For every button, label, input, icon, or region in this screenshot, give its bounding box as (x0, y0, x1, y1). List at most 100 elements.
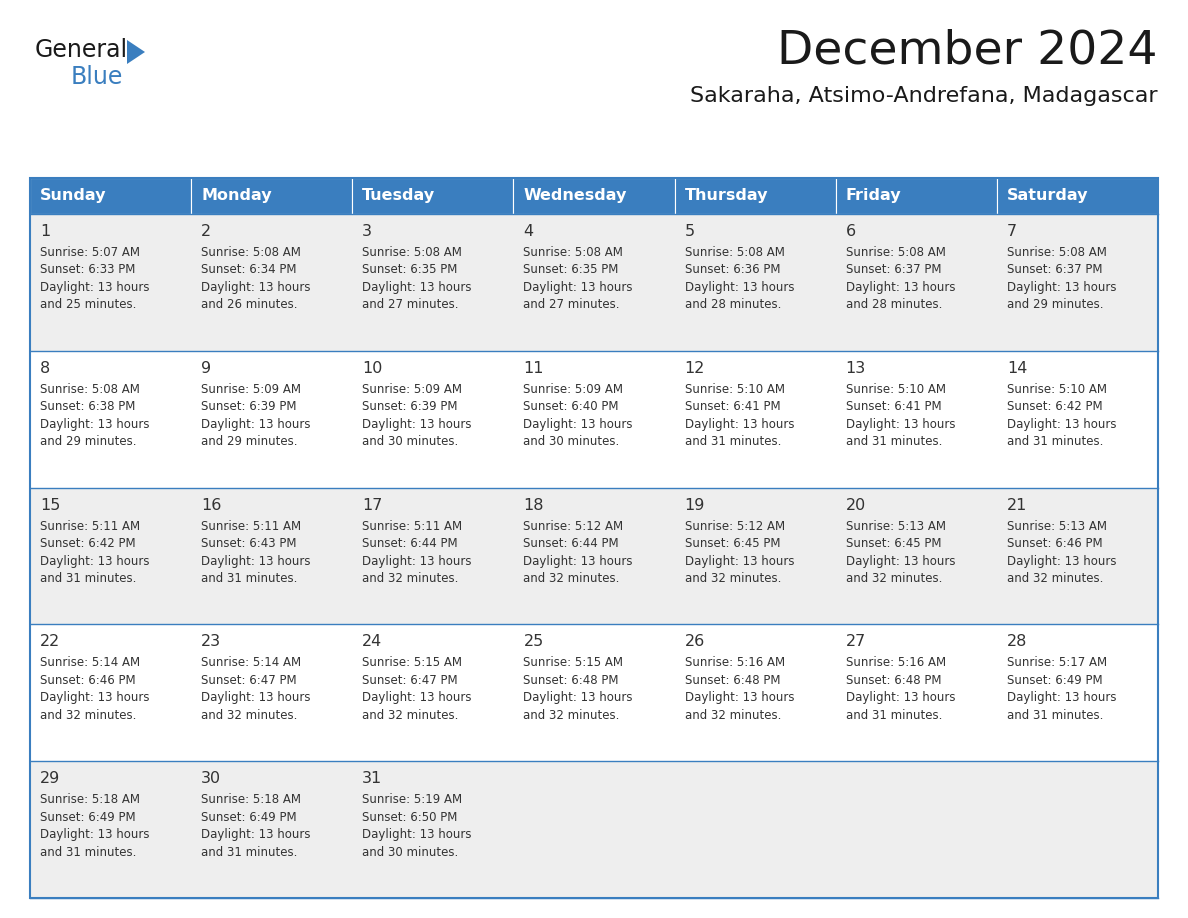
Text: 30: 30 (201, 771, 221, 786)
Text: 6: 6 (846, 224, 855, 239)
Text: Sunrise: 5:10 AM: Sunrise: 5:10 AM (684, 383, 784, 396)
Text: Daylight: 13 hours: Daylight: 13 hours (684, 281, 794, 294)
Text: Sunset: 6:45 PM: Sunset: 6:45 PM (684, 537, 781, 550)
Text: Sunset: 6:43 PM: Sunset: 6:43 PM (201, 537, 297, 550)
Text: Daylight: 13 hours: Daylight: 13 hours (362, 281, 472, 294)
Text: Daylight: 13 hours: Daylight: 13 hours (201, 281, 310, 294)
Text: Sunrise: 5:09 AM: Sunrise: 5:09 AM (201, 383, 301, 396)
Text: Sakaraha, Atsimo-Andrefana, Madagascar: Sakaraha, Atsimo-Andrefana, Madagascar (690, 86, 1158, 106)
Text: Sunrise: 5:11 AM: Sunrise: 5:11 AM (362, 520, 462, 532)
Text: Sunrise: 5:19 AM: Sunrise: 5:19 AM (362, 793, 462, 806)
Text: Daylight: 13 hours: Daylight: 13 hours (201, 554, 310, 567)
Text: Thursday: Thursday (684, 188, 769, 203)
Text: Sunset: 6:41 PM: Sunset: 6:41 PM (846, 400, 941, 413)
Text: Sunrise: 5:08 AM: Sunrise: 5:08 AM (362, 246, 462, 259)
Text: Sunset: 6:36 PM: Sunset: 6:36 PM (684, 263, 781, 276)
Text: Daylight: 13 hours: Daylight: 13 hours (684, 554, 794, 567)
Text: Daylight: 13 hours: Daylight: 13 hours (1007, 691, 1117, 704)
Text: Sunday: Sunday (40, 188, 107, 203)
Text: and 32 minutes.: and 32 minutes. (684, 709, 781, 722)
Text: and 31 minutes.: and 31 minutes. (1007, 435, 1104, 448)
Text: Sunset: 6:33 PM: Sunset: 6:33 PM (40, 263, 135, 276)
Text: 11: 11 (524, 361, 544, 375)
Text: and 30 minutes.: and 30 minutes. (362, 845, 459, 858)
Text: Daylight: 13 hours: Daylight: 13 hours (846, 418, 955, 431)
Text: 9: 9 (201, 361, 211, 375)
Text: Sunset: 6:40 PM: Sunset: 6:40 PM (524, 400, 619, 413)
Text: Sunrise: 5:18 AM: Sunrise: 5:18 AM (40, 793, 140, 806)
Text: Sunrise: 5:11 AM: Sunrise: 5:11 AM (40, 520, 140, 532)
Text: Daylight: 13 hours: Daylight: 13 hours (201, 418, 310, 431)
Text: Wednesday: Wednesday (524, 188, 627, 203)
Text: and 31 minutes.: and 31 minutes. (846, 435, 942, 448)
Text: 26: 26 (684, 634, 704, 649)
Text: Sunrise: 5:11 AM: Sunrise: 5:11 AM (201, 520, 302, 532)
Text: 25: 25 (524, 634, 544, 649)
Text: Sunrise: 5:15 AM: Sunrise: 5:15 AM (362, 656, 462, 669)
Text: and 32 minutes.: and 32 minutes. (846, 572, 942, 585)
Text: Sunset: 6:38 PM: Sunset: 6:38 PM (40, 400, 135, 413)
Text: Sunset: 6:35 PM: Sunset: 6:35 PM (524, 263, 619, 276)
Text: Sunset: 6:49 PM: Sunset: 6:49 PM (40, 811, 135, 823)
Text: Sunset: 6:34 PM: Sunset: 6:34 PM (201, 263, 297, 276)
Text: and 31 minutes.: and 31 minutes. (1007, 709, 1104, 722)
Text: Sunset: 6:47 PM: Sunset: 6:47 PM (201, 674, 297, 687)
Text: Sunrise: 5:16 AM: Sunrise: 5:16 AM (846, 656, 946, 669)
Text: Daylight: 13 hours: Daylight: 13 hours (684, 691, 794, 704)
Text: Sunset: 6:49 PM: Sunset: 6:49 PM (201, 811, 297, 823)
Text: Tuesday: Tuesday (362, 188, 436, 203)
Text: Sunrise: 5:08 AM: Sunrise: 5:08 AM (684, 246, 784, 259)
Text: Daylight: 13 hours: Daylight: 13 hours (524, 554, 633, 567)
Text: Sunrise: 5:14 AM: Sunrise: 5:14 AM (40, 656, 140, 669)
Text: Sunrise: 5:13 AM: Sunrise: 5:13 AM (846, 520, 946, 532)
Bar (30, 214, 1158, 351)
Text: General: General (34, 38, 128, 62)
Text: Sunrise: 5:10 AM: Sunrise: 5:10 AM (846, 383, 946, 396)
Text: and 32 minutes.: and 32 minutes. (1007, 572, 1104, 585)
Text: Daylight: 13 hours: Daylight: 13 hours (40, 418, 150, 431)
Bar (191, 178, 353, 214)
Text: and 32 minutes.: and 32 minutes. (524, 572, 620, 585)
Text: 7: 7 (1007, 224, 1017, 239)
Text: and 27 minutes.: and 27 minutes. (362, 298, 459, 311)
Bar (30, 487, 1158, 624)
Text: Sunrise: 5:12 AM: Sunrise: 5:12 AM (684, 520, 785, 532)
Text: Sunset: 6:44 PM: Sunset: 6:44 PM (362, 537, 457, 550)
Text: Sunrise: 5:09 AM: Sunrise: 5:09 AM (362, 383, 462, 396)
Bar (30, 351, 1158, 487)
Text: 17: 17 (362, 498, 383, 512)
Text: Blue: Blue (71, 65, 124, 89)
Text: Sunrise: 5:18 AM: Sunrise: 5:18 AM (201, 793, 301, 806)
Text: 2: 2 (201, 224, 211, 239)
Text: and 31 minutes.: and 31 minutes. (40, 845, 137, 858)
Polygon shape (127, 40, 145, 64)
Text: Sunset: 6:49 PM: Sunset: 6:49 PM (1007, 674, 1102, 687)
Text: Sunset: 6:48 PM: Sunset: 6:48 PM (524, 674, 619, 687)
Text: and 32 minutes.: and 32 minutes. (524, 709, 620, 722)
Text: Daylight: 13 hours: Daylight: 13 hours (1007, 418, 1117, 431)
Text: and 29 minutes.: and 29 minutes. (201, 435, 298, 448)
Text: Daylight: 13 hours: Daylight: 13 hours (362, 554, 472, 567)
Text: Sunset: 6:47 PM: Sunset: 6:47 PM (362, 674, 457, 687)
Text: and 26 minutes.: and 26 minutes. (201, 298, 298, 311)
Text: and 31 minutes.: and 31 minutes. (846, 709, 942, 722)
Text: Sunset: 6:50 PM: Sunset: 6:50 PM (362, 811, 457, 823)
Bar (997, 178, 1158, 214)
Text: Sunset: 6:41 PM: Sunset: 6:41 PM (684, 400, 781, 413)
Text: Sunrise: 5:08 AM: Sunrise: 5:08 AM (846, 246, 946, 259)
Text: Sunrise: 5:13 AM: Sunrise: 5:13 AM (1007, 520, 1107, 532)
Text: Daylight: 13 hours: Daylight: 13 hours (846, 691, 955, 704)
Text: 8: 8 (40, 361, 50, 375)
Text: 21: 21 (1007, 498, 1028, 512)
Text: Sunrise: 5:17 AM: Sunrise: 5:17 AM (1007, 656, 1107, 669)
Text: Sunset: 6:37 PM: Sunset: 6:37 PM (1007, 263, 1102, 276)
Bar (835, 178, 997, 214)
Bar (30, 624, 1158, 761)
Text: and 32 minutes.: and 32 minutes. (40, 709, 137, 722)
Text: Sunrise: 5:08 AM: Sunrise: 5:08 AM (524, 246, 624, 259)
Text: Daylight: 13 hours: Daylight: 13 hours (846, 281, 955, 294)
Text: 28: 28 (1007, 634, 1028, 649)
Text: Daylight: 13 hours: Daylight: 13 hours (362, 828, 472, 841)
Text: 29: 29 (40, 771, 61, 786)
Text: 14: 14 (1007, 361, 1028, 375)
